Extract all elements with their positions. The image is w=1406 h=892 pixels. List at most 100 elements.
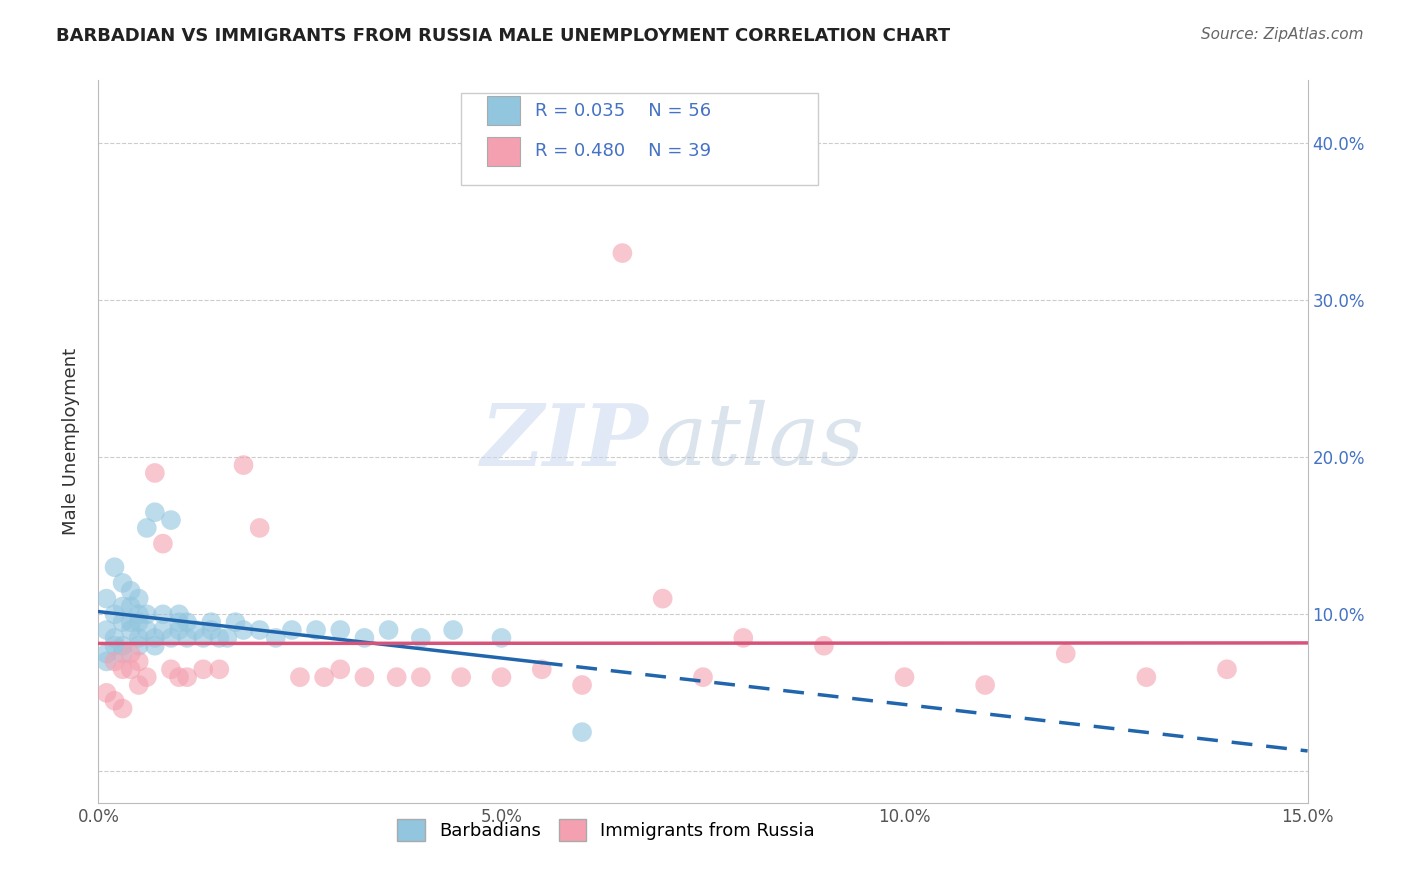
Point [135,521,157,535]
Point [167,623,190,637]
Point [491,631,513,645]
Point [111,575,134,590]
Text: Source: ZipAtlas.com: Source: ZipAtlas.com [1201,27,1364,42]
Point [208,631,231,645]
Point [813,639,835,653]
Point [160,513,183,527]
Point [288,670,311,684]
Point [167,607,190,622]
Point [329,623,352,637]
Point [128,607,150,622]
Point [571,725,593,739]
Bar [486,136,520,166]
Point [96,647,118,661]
Point [128,631,150,645]
Point [176,615,198,630]
Point [103,631,125,645]
Text: atlas: atlas [655,401,863,483]
Point [111,662,134,676]
Point [160,662,183,676]
Point [128,678,150,692]
Point [232,623,254,637]
Point [385,670,408,684]
Point [612,246,634,260]
Point [96,686,118,700]
Point [571,678,593,692]
Point [103,655,125,669]
Point [193,631,215,645]
Text: R = 0.480    N = 39: R = 0.480 N = 39 [534,142,711,160]
Point [96,623,118,637]
Point [249,623,271,637]
Point [409,670,432,684]
Point [111,615,134,630]
Point [120,662,142,676]
Point [143,505,166,519]
Point [152,623,174,637]
Point [217,631,239,645]
Point [692,670,714,684]
Point [281,623,304,637]
Point [208,662,231,676]
Point [111,701,134,715]
Point [135,670,157,684]
Y-axis label: Male Unemployment: Male Unemployment [62,348,80,535]
Point [152,536,174,550]
Point [143,639,166,653]
Point [120,583,142,598]
Point [450,670,472,684]
Point [1054,647,1077,661]
Point [176,631,198,645]
Point [1216,662,1239,676]
Point [1135,670,1157,684]
Point [103,694,125,708]
Point [264,631,287,645]
Point [96,591,118,606]
Point [314,670,336,684]
Point [733,631,755,645]
Point [111,599,134,614]
Text: BARBADIAN VS IMMIGRANTS FROM RUSSIA MALE UNEMPLOYMENT CORRELATION CHART: BARBADIAN VS IMMIGRANTS FROM RUSSIA MALE… [56,27,950,45]
Point [305,623,328,637]
Text: R = 0.035    N = 56: R = 0.035 N = 56 [534,102,711,120]
Text: ZIP: ZIP [481,400,648,483]
Point [893,670,915,684]
Point [120,615,142,630]
Point [111,639,134,653]
Point [96,655,118,669]
Point [409,631,432,645]
Point [353,670,375,684]
Point [377,623,399,637]
Point [530,662,553,676]
Point [200,615,222,630]
Point [224,615,246,630]
Point [103,607,125,622]
Point [128,591,150,606]
Point [143,466,166,480]
Point [120,599,142,614]
Point [103,639,125,653]
Point [249,521,271,535]
Point [167,670,190,684]
Point [160,631,183,645]
Point [232,458,254,472]
Point [135,607,157,622]
Point [353,631,375,645]
Point [128,615,150,630]
Point [103,560,125,574]
Point [120,623,142,637]
FancyBboxPatch shape [461,93,818,185]
Point [441,623,464,637]
Point [120,647,142,661]
Legend: Barbadians, Immigrants from Russia: Barbadians, Immigrants from Russia [391,812,823,848]
Point [651,591,673,606]
Point [135,623,157,637]
Point [184,623,207,637]
Point [200,623,222,637]
Point [152,607,174,622]
Point [176,670,198,684]
Point [128,639,150,653]
Point [329,662,352,676]
Point [974,678,997,692]
Point [167,615,190,630]
